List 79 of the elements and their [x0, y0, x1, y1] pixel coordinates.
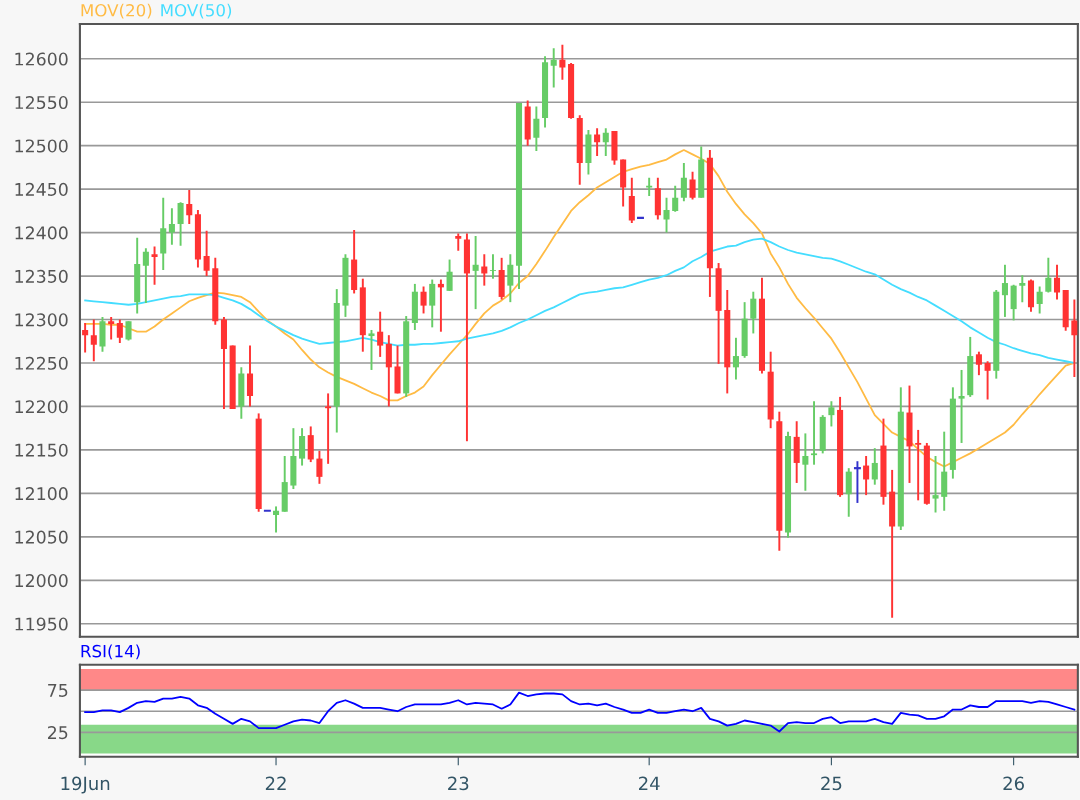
y-tick-label: 12150 — [15, 443, 68, 457]
y-tick-label: 12450 — [15, 182, 68, 196]
candlestick — [177, 201, 184, 247]
candlestick — [507, 253, 514, 304]
candlestick — [151, 245, 158, 286]
candlestick — [828, 400, 835, 428]
candlestick — [680, 162, 687, 203]
candlestick — [1045, 256, 1052, 294]
candlestick — [299, 427, 306, 467]
candlestick — [203, 229, 210, 278]
candlestick — [472, 235, 479, 311]
x-tick-label: 24 — [639, 776, 660, 790]
y-tick-label: 12400 — [15, 226, 68, 240]
candlestick — [750, 290, 757, 335]
candlestick — [429, 278, 436, 329]
y-tick-label: 12250 — [15, 356, 68, 370]
candlestick — [594, 127, 601, 158]
y-tick-label: 12000 — [15, 574, 68, 588]
candlestick — [663, 196, 670, 234]
candlestick — [533, 105, 540, 152]
candlestick — [246, 344, 254, 408]
y-tick-label: 12050 — [15, 530, 68, 544]
candlestick — [168, 207, 175, 246]
candlestick — [273, 505, 280, 534]
line-series — [84, 691, 1076, 733]
candlestick — [377, 310, 384, 358]
y-tick-label: 12600 — [15, 52, 68, 66]
candlestick — [863, 455, 870, 497]
candlestick — [958, 368, 965, 444]
text: MOV(20) — [81, 3, 152, 19]
candlestick — [975, 350, 982, 377]
candlestick — [446, 258, 453, 292]
candlestick — [732, 336, 739, 381]
candlestick — [1053, 263, 1061, 301]
line-series — [84, 237, 1076, 364]
candlestick — [325, 392, 332, 465]
candlestick — [489, 253, 497, 280]
candlestick — [186, 189, 193, 225]
candlestick — [420, 285, 427, 315]
y-tick-label: 11950 — [15, 617, 68, 631]
candlestick — [871, 447, 878, 486]
x-tick-label: 22 — [265, 776, 286, 790]
candlestick — [1001, 263, 1008, 318]
y-tick-label: 12300 — [15, 313, 68, 327]
candlestick — [1071, 298, 1078, 378]
candlestick — [316, 449, 323, 485]
y-tick-label: 25 — [47, 726, 68, 740]
candlestick — [385, 334, 392, 408]
candlestick — [108, 315, 115, 341]
x-tick-label: 25 — [821, 776, 842, 791]
candlestick — [802, 432, 809, 492]
x-tick-label: 26 — [1003, 776, 1024, 791]
candlestick — [689, 170, 696, 201]
candlestick — [1019, 274, 1026, 304]
x-tick-label: 19Jun — [61, 776, 110, 794]
y-tick-label: 75 — [48, 684, 68, 697]
candlestick — [550, 47, 557, 89]
candlestick — [984, 360, 991, 401]
candlestick — [811, 400, 818, 466]
text: RSI(14) — [81, 644, 140, 660]
candlestick — [1010, 283, 1017, 322]
candlestick — [142, 247, 149, 304]
candlestick — [82, 322, 89, 354]
candlestick — [915, 428, 922, 502]
y-tick-label: 12550 — [15, 95, 68, 110]
candlestick — [116, 318, 123, 344]
candlestick — [845, 467, 852, 518]
text: MOV(50) — [161, 3, 232, 19]
candlestick — [932, 455, 939, 514]
candlestick — [602, 127, 609, 158]
candlestick — [672, 184, 679, 213]
candlestick — [1036, 285, 1043, 315]
y-tick-label: 12500 — [15, 139, 68, 153]
y-tick-label: 12350 — [15, 269, 68, 283]
y-tick-label: 12100 — [15, 487, 68, 501]
candlestick — [368, 329, 375, 371]
y-tick-label: 12200 — [15, 400, 68, 414]
x-tick-label: 23 — [448, 776, 469, 791]
candlestick — [90, 318, 97, 363]
